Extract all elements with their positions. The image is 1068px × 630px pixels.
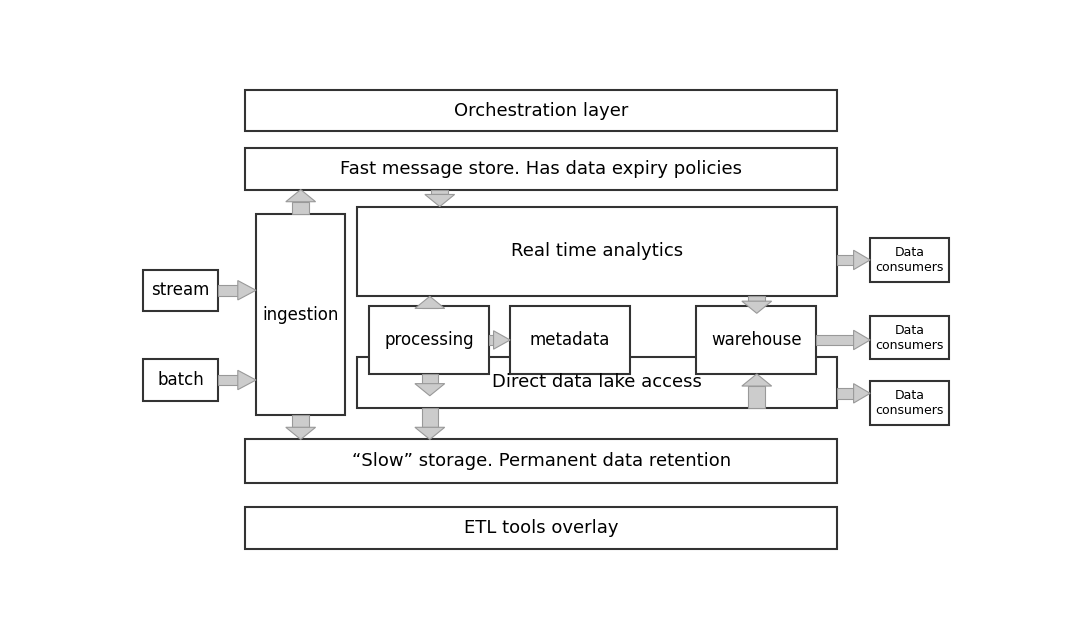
Text: Fast message store. Has data expiry policies: Fast message store. Has data expiry poli… xyxy=(340,160,742,178)
Bar xyxy=(246,507,837,549)
Bar xyxy=(357,357,837,408)
Bar xyxy=(256,214,345,415)
Text: Real time analytics: Real time analytics xyxy=(511,243,684,260)
Bar xyxy=(431,190,449,195)
Text: Data
consumers: Data consumers xyxy=(876,324,944,352)
Polygon shape xyxy=(853,330,870,350)
Polygon shape xyxy=(286,190,316,202)
Bar xyxy=(246,90,837,132)
Bar xyxy=(218,375,238,386)
Bar xyxy=(870,238,948,282)
Bar xyxy=(293,415,309,427)
Polygon shape xyxy=(238,370,256,390)
Bar xyxy=(837,255,853,265)
Polygon shape xyxy=(238,280,256,300)
Bar xyxy=(143,359,218,401)
Text: Orchestration layer: Orchestration layer xyxy=(454,102,628,120)
Text: warehouse: warehouse xyxy=(711,331,802,349)
Text: processing: processing xyxy=(384,331,474,349)
Text: Data
consumers: Data consumers xyxy=(876,389,944,417)
Text: metadata: metadata xyxy=(530,331,610,349)
Polygon shape xyxy=(742,301,772,313)
Polygon shape xyxy=(425,195,455,207)
Bar xyxy=(422,374,438,384)
Bar xyxy=(422,408,438,427)
Polygon shape xyxy=(414,384,444,396)
Polygon shape xyxy=(853,250,870,270)
Bar xyxy=(246,149,837,190)
Bar xyxy=(489,335,493,345)
Bar xyxy=(837,388,853,399)
Bar xyxy=(749,296,765,301)
Polygon shape xyxy=(742,374,772,386)
Bar xyxy=(293,202,309,214)
Text: Direct data lake access: Direct data lake access xyxy=(492,374,702,391)
Bar xyxy=(749,386,765,408)
Polygon shape xyxy=(414,296,444,309)
Text: batch: batch xyxy=(157,371,204,389)
Bar xyxy=(870,381,948,425)
Bar xyxy=(218,285,238,295)
Polygon shape xyxy=(493,331,511,349)
Text: ingestion: ingestion xyxy=(263,306,339,324)
Polygon shape xyxy=(286,427,316,440)
Polygon shape xyxy=(853,384,870,403)
Bar xyxy=(816,335,853,345)
Text: “Slow” storage. Permanent data retention: “Slow” storage. Permanent data retention xyxy=(351,452,731,470)
Bar xyxy=(511,306,630,374)
Polygon shape xyxy=(414,427,444,440)
Bar xyxy=(696,306,816,374)
Bar xyxy=(422,306,438,309)
Text: stream: stream xyxy=(152,281,210,299)
Bar xyxy=(246,440,837,483)
Bar xyxy=(357,207,837,296)
Text: Data
consumers: Data consumers xyxy=(876,246,944,274)
Bar xyxy=(370,306,489,374)
Text: ETL tools overlay: ETL tools overlay xyxy=(464,519,618,537)
Bar xyxy=(143,270,218,311)
Bar xyxy=(870,316,948,359)
